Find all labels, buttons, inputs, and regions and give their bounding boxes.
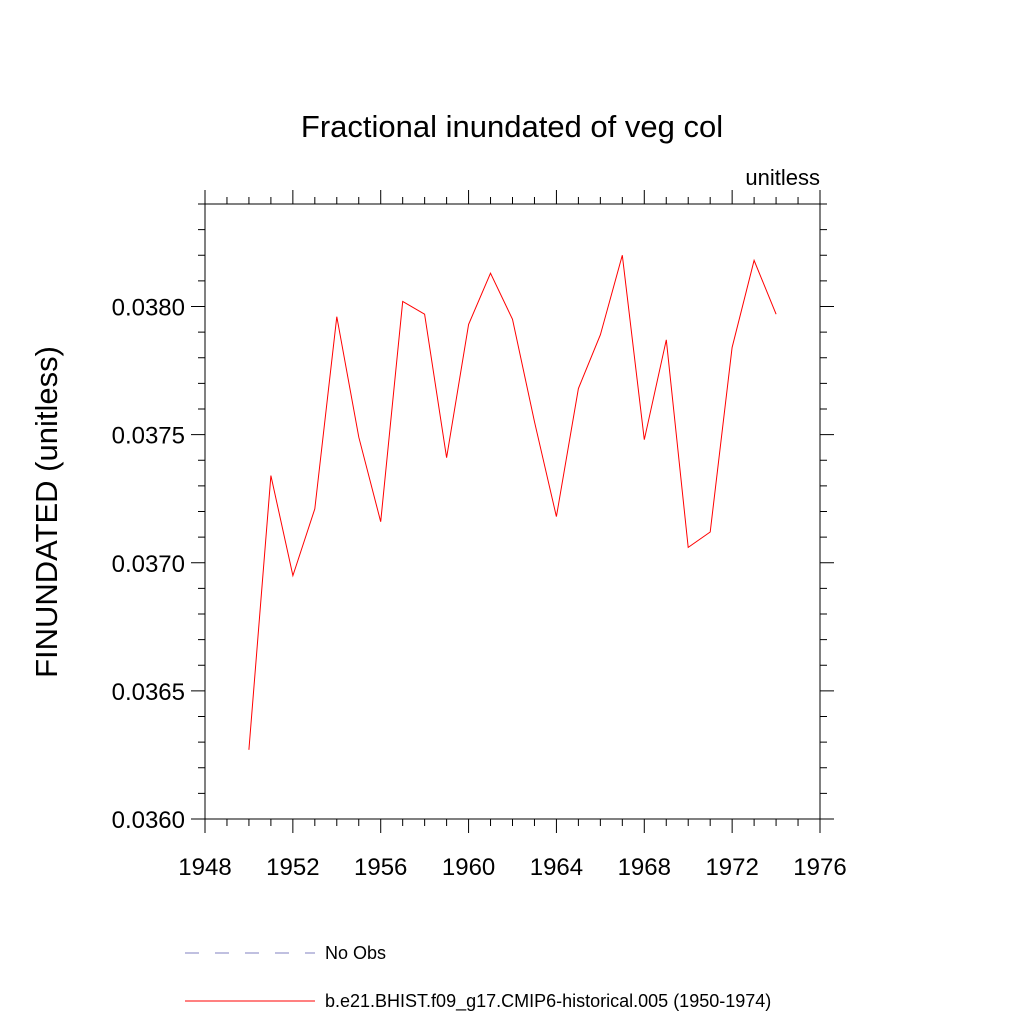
y-tick-label: 0.0360 (112, 807, 185, 834)
y-tick-label: 0.0370 (112, 551, 185, 578)
legend: No Obs b.e21.BHIST.f09_g17.CMIP6-histori… (185, 943, 771, 1012)
x-tick-label: 1952 (266, 854, 319, 881)
y-tick-label: 0.0365 (112, 679, 185, 706)
x-tick-label: 1972 (705, 854, 758, 881)
plot-frame (204, 203, 821, 820)
x-tick-label: 1960 (442, 854, 495, 881)
y-axis-title: FINUNDATED (unitless) (29, 346, 64, 678)
y-tick-label: 0.0375 (112, 423, 185, 450)
axis-ticks: 1948 1952 1956 1960 1964 1968 1972 1976 0.0360 0.… (112, 190, 847, 881)
y-tick-label: 0.0380 (112, 295, 185, 322)
legend-label-no-obs: No Obs (325, 943, 386, 963)
units-label: unitless (745, 165, 820, 190)
legend-label-historical: b.e21.BHIST.f09_g17.CMIP6-historical.005… (325, 991, 771, 1012)
x-tick-label: 1948 (178, 854, 231, 881)
x-tick-label: 1956 (354, 854, 407, 881)
x-tick-label: 1964 (530, 854, 583, 881)
series-line-historical (248, 255, 777, 750)
series-layer (248, 255, 777, 750)
x-tick-label: 1968 (618, 854, 671, 881)
chart-title: Fractional inundated of veg col (301, 109, 723, 144)
x-tick-label: 1976 (793, 854, 846, 881)
